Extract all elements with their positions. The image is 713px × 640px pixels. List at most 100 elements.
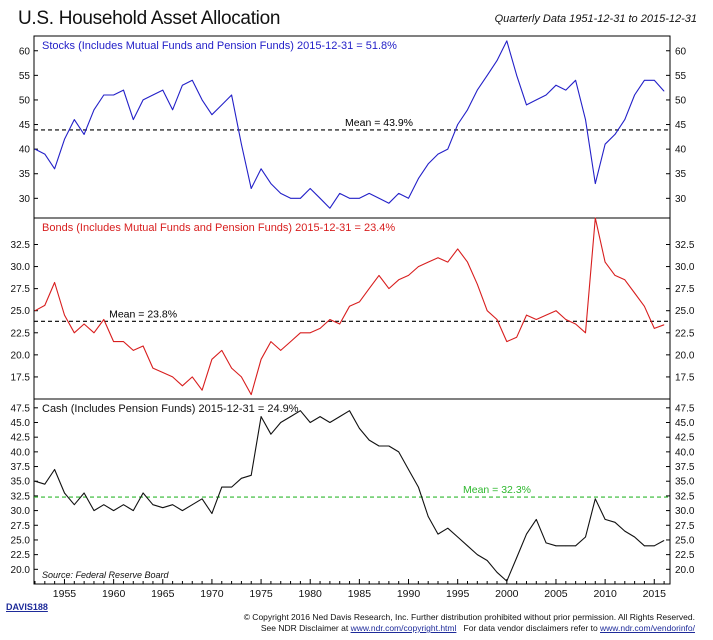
bonds-data-point <box>201 389 203 391</box>
vendor-prefix: For data vendor disclaimers refer to <box>463 623 601 633</box>
bonds-data-point <box>349 305 350 307</box>
xtick-label: 1965 <box>151 588 175 600</box>
bonds-ytick-label-right: 25.0 <box>675 306 695 317</box>
bonds-data-point <box>172 376 173 378</box>
cash-ytick-label-left: 37.5 <box>11 462 31 473</box>
bonds-data-point <box>103 319 105 320</box>
stocks-data-point <box>113 94 114 96</box>
cash-data-point <box>83 492 85 494</box>
disclaimer-link[interactable]: www.ndr.com/copyright.html <box>350 623 457 633</box>
bonds-data-point <box>368 288 370 289</box>
cash-data-point <box>398 451 400 453</box>
stocks-data-point <box>526 104 527 106</box>
stocks-ytick-label-right: 35 <box>675 169 687 180</box>
stocks-data-point <box>152 94 154 96</box>
stocks-data-point <box>447 148 449 150</box>
xtick-label: 1970 <box>200 588 224 600</box>
cash-data-point <box>123 504 124 506</box>
stocks-data-point <box>467 109 468 111</box>
bonds-data-point <box>614 275 616 276</box>
cash-data-point <box>250 474 252 476</box>
bonds-ytick-label-right: 20.0 <box>675 350 695 361</box>
xtick-label: 1995 <box>446 588 470 600</box>
bonds-ytick-label-left: 27.5 <box>11 284 31 295</box>
cash-data-point <box>467 545 468 547</box>
cash-data-point <box>427 516 429 517</box>
cash-ytick-label-left: 22.5 <box>11 550 31 561</box>
stocks-data-point <box>476 89 478 91</box>
bonds-data-point <box>496 319 498 320</box>
stocks-data-point <box>368 193 370 194</box>
cash-data-point <box>663 540 665 541</box>
cash-data-point <box>280 422 282 423</box>
cash-data-point <box>300 410 301 412</box>
cash-ytick-label-left: 42.5 <box>11 433 31 444</box>
cash-data-point <box>201 498 203 500</box>
bonds-data-point <box>93 332 95 334</box>
stocks-data-point <box>54 168 55 170</box>
cash-data-point <box>437 533 439 535</box>
bonds-data-point <box>378 275 380 276</box>
bonds-data-point <box>211 358 213 360</box>
stocks-data-point <box>408 197 409 199</box>
cash-panel-frame <box>33 398 671 585</box>
xtick-label: 1975 <box>249 588 273 600</box>
stocks-data-point <box>290 197 291 199</box>
cash-data-point <box>653 545 655 547</box>
cash-data-point <box>211 513 213 514</box>
stocks-data-point <box>644 79 645 81</box>
vendor-link[interactable]: www.ndr.com/vendorinfo/ <box>600 623 695 633</box>
cash-data-point <box>418 486 419 488</box>
cash-data-point <box>565 545 567 547</box>
bonds-data-point <box>398 279 400 281</box>
bonds-data-point <box>152 367 154 369</box>
xtick-label: 1980 <box>299 588 323 600</box>
bonds-data-point <box>359 301 360 303</box>
stocks-data-point <box>231 94 232 96</box>
bonds-ytick-label-left: 22.5 <box>11 328 31 339</box>
chart-code-link[interactable]: DAVIS188 <box>6 602 48 612</box>
bonds-ytick-label-right: 27.5 <box>675 284 695 295</box>
bonds-data-point <box>250 394 252 395</box>
stocks-data-point <box>162 89 164 91</box>
cash-data-point <box>44 483 46 485</box>
bonds-data-point <box>54 282 55 283</box>
cash-data-point <box>339 416 341 417</box>
cash-data-point <box>142 492 144 494</box>
stocks-data-point <box>388 202 390 204</box>
cash-ytick-label-right: 30.0 <box>675 506 695 517</box>
xtick-label: 1990 <box>397 588 421 600</box>
cash-data-point <box>624 530 626 532</box>
bonds-data-point <box>280 350 282 351</box>
bonds-ytick-label-right: 22.5 <box>675 328 695 339</box>
bonds-data-point <box>437 257 439 259</box>
cash-data-point <box>329 422 331 423</box>
stocks-data-point <box>575 79 576 81</box>
stocks-ytick-label-left: 30 <box>19 194 31 205</box>
stocks-data-point <box>594 183 596 184</box>
stocks-mean-label: Mean = 43.9% <box>345 117 413 129</box>
cash-data-point <box>113 510 114 511</box>
cash-data-point <box>172 504 173 506</box>
cash-data-point <box>457 536 459 538</box>
cash-ytick-label-right: 25.0 <box>675 535 695 546</box>
disclaimer-notice: See NDR Disclaimer at www.ndr.com/copyri… <box>261 623 695 633</box>
stocks-data-point <box>516 75 518 76</box>
cash-ytick-label-right: 22.5 <box>675 550 695 561</box>
stocks-data-point <box>260 168 262 170</box>
stocks-data-point <box>280 193 282 194</box>
stocks-data-point <box>73 119 75 120</box>
stocks-data-point <box>398 193 400 194</box>
bonds-data-point <box>653 328 655 329</box>
stocks-data-point <box>427 163 429 165</box>
cash-data-point <box>260 416 262 417</box>
bonds-data-point <box>300 332 301 334</box>
stocks-ytick-label-left: 45 <box>19 120 31 131</box>
bonds-data-point <box>535 319 537 320</box>
disclaimer-prefix: See NDR Disclaimer at <box>260 623 351 633</box>
cash-data-point <box>447 527 449 529</box>
stocks-data-point <box>270 183 272 184</box>
cash-data-point <box>64 492 65 494</box>
bonds-data-point <box>526 314 527 316</box>
bonds-data-point <box>270 341 272 342</box>
